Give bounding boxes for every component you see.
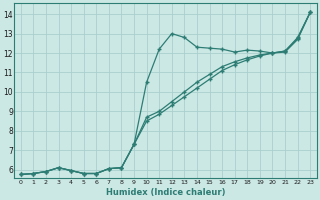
X-axis label: Humidex (Indice chaleur): Humidex (Indice chaleur)	[106, 188, 225, 197]
